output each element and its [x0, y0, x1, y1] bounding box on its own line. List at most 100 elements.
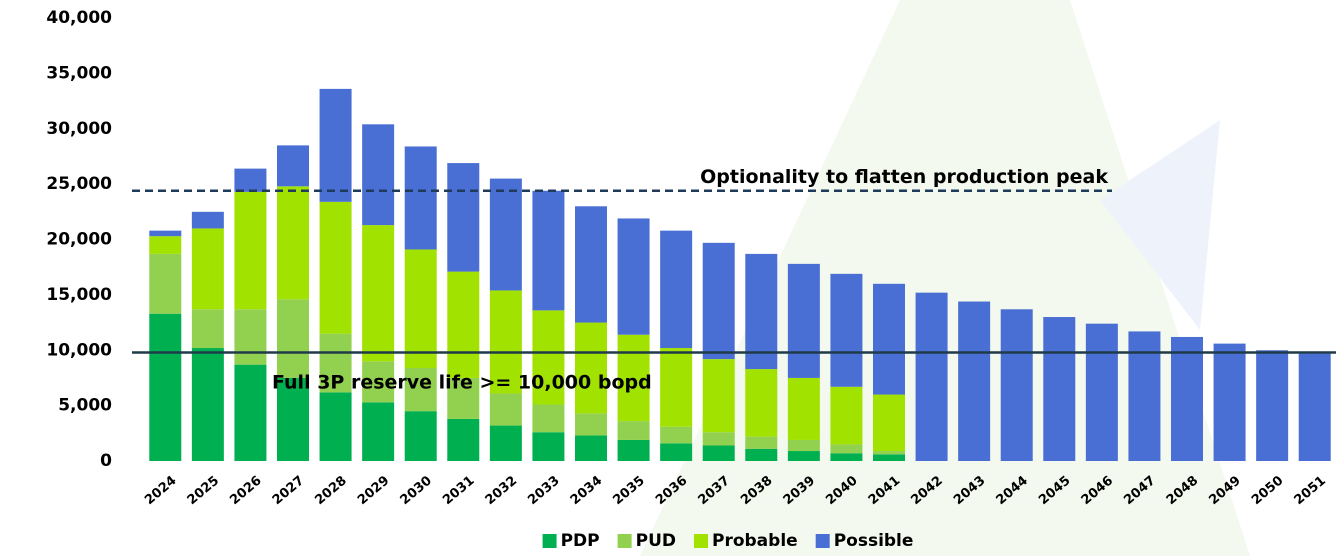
bar-segment: [745, 253, 778, 370]
bar-segment: [447, 418, 480, 461]
bar-segment: [873, 451, 905, 455]
bar-segment: [660, 230, 693, 349]
y-tick-label: 10,000: [46, 340, 112, 360]
bar-segment: [660, 348, 693, 427]
annotation: Full 3P reserve life >= 10,000 bopd: [272, 371, 652, 393]
bar-segment: [362, 124, 395, 226]
x-tick-label: 2030: [398, 473, 435, 508]
bar-segment: [1128, 331, 1161, 461]
bar-segment: [362, 225, 395, 362]
bar-segment: [404, 249, 437, 368]
annotation: Optionality to flatten production peak: [700, 166, 1108, 188]
bar-segment: [234, 364, 267, 461]
bar-segment: [234, 168, 267, 192]
bar-segment: [149, 230, 182, 237]
bar-segment: [830, 386, 863, 445]
bar-segment: [745, 448, 778, 461]
bar-segment: [277, 145, 309, 187]
bar-segment: [575, 413, 607, 436]
bar-segment: [489, 393, 522, 426]
y-tick-label: 5,000: [58, 396, 112, 416]
x-tick-label: 2035: [610, 473, 647, 508]
bar-segment: [149, 253, 182, 314]
x-tick-label: 2026: [227, 473, 264, 508]
bar-segment: [1171, 336, 1203, 461]
bar-segment: [702, 242, 735, 360]
bar-segment: [362, 402, 395, 461]
bar-segment: [575, 322, 607, 414]
x-tick-label: 2050: [1249, 473, 1286, 508]
bar-segment: [234, 191, 267, 310]
y-tick-label: 40,000: [46, 8, 112, 28]
bar-segment: [277, 377, 309, 461]
bar-segment: [745, 436, 778, 449]
bar-segment: [1043, 317, 1076, 461]
x-tick-label: 2027: [270, 473, 307, 508]
legend-label: PDP: [561, 531, 600, 551]
bar-segment: [575, 435, 607, 461]
bar-segment: [830, 453, 863, 461]
legend: PDP PUD Probable Possible: [542, 531, 914, 551]
bar-segment: [1000, 309, 1033, 461]
y-tick-label: 35,000: [46, 63, 112, 83]
bar-segment: [489, 178, 522, 291]
bar-segment: [319, 333, 352, 393]
x-tick-label: 2032: [483, 473, 520, 508]
bar-segment: [1085, 323, 1118, 461]
bar-segment: [660, 443, 693, 461]
legend-swatch: [617, 534, 632, 548]
bar-segment: [617, 334, 650, 422]
bar-segment: [617, 439, 650, 461]
y-tick-label: 0: [100, 451, 112, 471]
bar-segment: [787, 263, 820, 378]
bar-segment: [447, 163, 480, 272]
legend-swatch: [693, 534, 708, 548]
bar-segment: [489, 290, 522, 394]
bar-segment: [745, 369, 778, 437]
bar-segment: [404, 367, 437, 412]
x-tick-label: 2029: [355, 473, 392, 508]
x-tick-label: 2034: [568, 473, 605, 508]
bar-segment: [830, 444, 863, 454]
bar-segment: [404, 411, 437, 461]
bar-segment: [447, 377, 480, 419]
legend-label: PUD: [636, 531, 676, 551]
x-tick-label: 2028: [312, 473, 349, 508]
y-tick-label: 20,000: [46, 230, 112, 250]
bar-segment: [575, 206, 607, 323]
bar-segment: [149, 313, 182, 461]
bar-segment: [787, 377, 820, 440]
bar-segment: [830, 273, 863, 387]
y-tick-label: 30,000: [46, 119, 112, 139]
legend-label: Possible: [834, 531, 914, 551]
bar-segment: [787, 439, 820, 452]
bar-segment: [362, 361, 395, 403]
watermark: [1100, 120, 1220, 330]
bar-segment: [319, 88, 352, 202]
y-tick-label: 15,000: [46, 285, 112, 305]
x-tick-label: 2025: [185, 473, 222, 508]
x-tick-label: 2051: [1292, 473, 1329, 508]
bar-segment: [873, 283, 905, 395]
x-tick-label: 2033: [525, 473, 562, 508]
bar-segment: [489, 425, 522, 461]
bar-segment: [873, 394, 905, 452]
bar-segment: [191, 348, 224, 461]
bar-segment: [149, 236, 182, 254]
y-tick-label: 25,000: [46, 174, 112, 194]
bar-segment: [1213, 343, 1246, 461]
bar-segment: [191, 228, 224, 310]
bar-segment: [702, 359, 735, 433]
bar-segment: [234, 309, 267, 365]
bar-segment: [915, 292, 948, 461]
x-tick-label: 2024: [142, 473, 179, 508]
bar-segment: [404, 146, 437, 250]
bar-segment: [532, 310, 565, 405]
x-tick-label: 2031: [440, 473, 477, 508]
bar-segment: [1298, 353, 1331, 461]
bar-segment: [319, 392, 352, 461]
bar-segment: [277, 299, 309, 378]
bar-segment: [617, 421, 650, 440]
bar-segment: [319, 201, 352, 334]
